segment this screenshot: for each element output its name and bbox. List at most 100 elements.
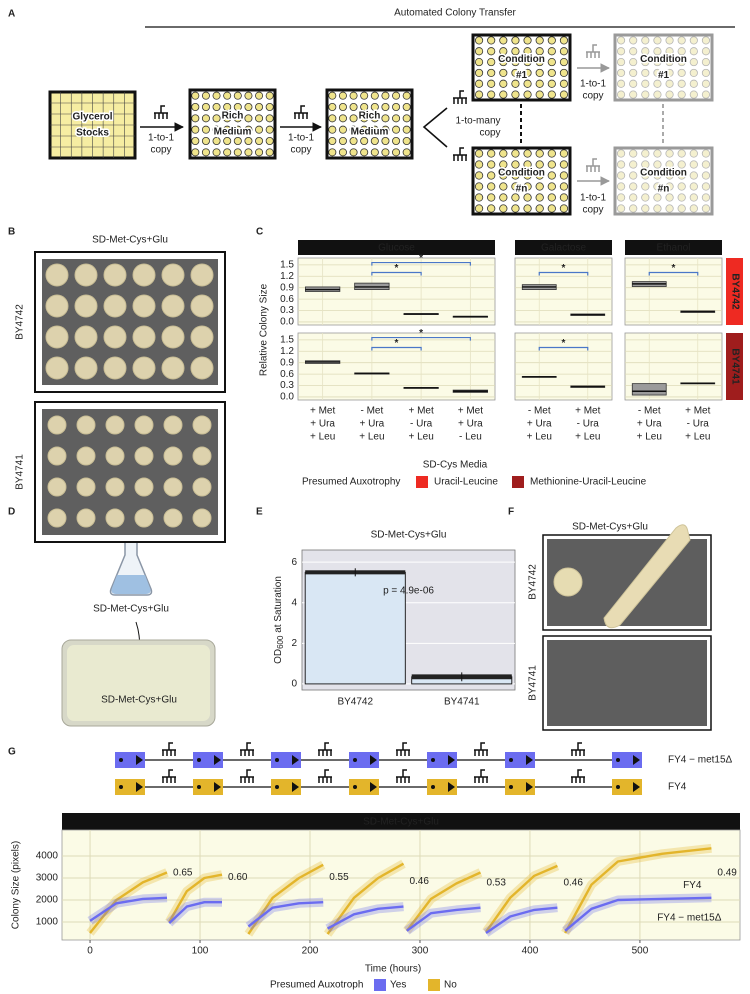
well	[653, 79, 662, 88]
well	[487, 47, 496, 56]
well	[349, 114, 358, 123]
well	[499, 68, 508, 77]
step-arrow	[292, 782, 299, 792]
well	[701, 68, 711, 77]
well	[474, 90, 484, 99]
well	[616, 149, 626, 158]
culture-step	[427, 779, 457, 795]
x-tick-label: 500	[632, 946, 649, 957]
step-dot	[353, 758, 357, 762]
well	[653, 36, 662, 45]
well	[233, 102, 242, 112]
well	[559, 204, 569, 213]
well	[559, 160, 569, 169]
well	[487, 36, 496, 45]
colony	[76, 508, 96, 528]
well	[689, 79, 698, 88]
well	[535, 193, 544, 202]
step-dot	[616, 758, 620, 762]
well	[523, 204, 532, 213]
well	[653, 149, 662, 158]
well	[338, 125, 347, 134]
step-arrow	[370, 755, 377, 765]
well	[474, 68, 484, 77]
well	[223, 114, 232, 123]
pin-tool	[586, 44, 600, 58]
well	[535, 204, 544, 213]
well	[641, 149, 650, 158]
legend-label: Methionine-Uracil-Leucine	[530, 477, 647, 488]
panel-title: SD-Met-Cys+Glu	[572, 522, 648, 533]
ratio-label: 0.46	[409, 876, 429, 887]
legend-label: Yes	[390, 980, 406, 991]
well	[381, 125, 390, 134]
plate-label: SD-Met-Cys+Glu	[101, 695, 177, 706]
colony	[47, 477, 67, 497]
well	[487, 79, 496, 88]
colony	[47, 415, 67, 435]
well	[191, 114, 200, 123]
well	[487, 193, 496, 202]
well	[402, 148, 411, 157]
panel-letter: D	[8, 507, 15, 518]
well	[559, 36, 569, 45]
well	[547, 90, 556, 99]
culture-step	[349, 752, 379, 768]
panel-letter: E	[256, 507, 263, 518]
colony	[163, 508, 183, 528]
step-dot	[275, 785, 279, 789]
chart-title: SD-Met-Cys+Glu	[371, 530, 447, 541]
ratio-label: 0.65	[173, 867, 193, 878]
plate	[471, 33, 572, 102]
plate-label: #n	[516, 184, 528, 195]
well	[212, 91, 221, 100]
well	[535, 68, 544, 77]
x-tick-label: - Met	[360, 406, 383, 417]
strain-label: FY4	[668, 782, 687, 793]
well	[677, 68, 686, 77]
plate-label: Condition	[640, 54, 687, 65]
well	[244, 91, 253, 100]
culture-step	[271, 779, 301, 795]
well	[629, 193, 638, 202]
plate	[613, 33, 714, 102]
plate	[613, 146, 714, 216]
well	[559, 193, 569, 202]
series-label: FY4 − met15Δ	[657, 912, 722, 923]
facet-strip	[298, 240, 495, 255]
well	[474, 36, 484, 45]
well	[629, 57, 638, 67]
well	[487, 171, 496, 180]
well	[265, 114, 274, 123]
well	[629, 160, 638, 169]
well	[201, 114, 210, 123]
well	[402, 136, 411, 146]
well	[547, 193, 556, 202]
well	[265, 148, 274, 157]
colony	[103, 263, 127, 287]
well	[360, 148, 369, 157]
pin-tool	[294, 105, 308, 119]
copy-label: copy	[290, 145, 311, 156]
copy-label: copy	[150, 145, 171, 156]
facet-title: Glucose	[378, 243, 415, 254]
well	[233, 148, 242, 157]
colony	[190, 294, 214, 318]
culture-step	[427, 752, 457, 768]
well	[616, 68, 626, 77]
well	[689, 47, 698, 56]
culture-step	[193, 779, 223, 795]
plot-bg	[297, 332, 496, 401]
step-dot	[431, 758, 435, 762]
colony	[47, 446, 67, 466]
colony	[45, 356, 69, 380]
culture-step	[505, 779, 535, 795]
pin-tool	[453, 147, 467, 161]
well	[338, 136, 347, 146]
well	[328, 91, 337, 100]
well	[559, 171, 569, 180]
copy-label: copy	[582, 91, 603, 102]
well	[665, 36, 674, 45]
well	[370, 102, 379, 112]
well	[689, 68, 698, 77]
